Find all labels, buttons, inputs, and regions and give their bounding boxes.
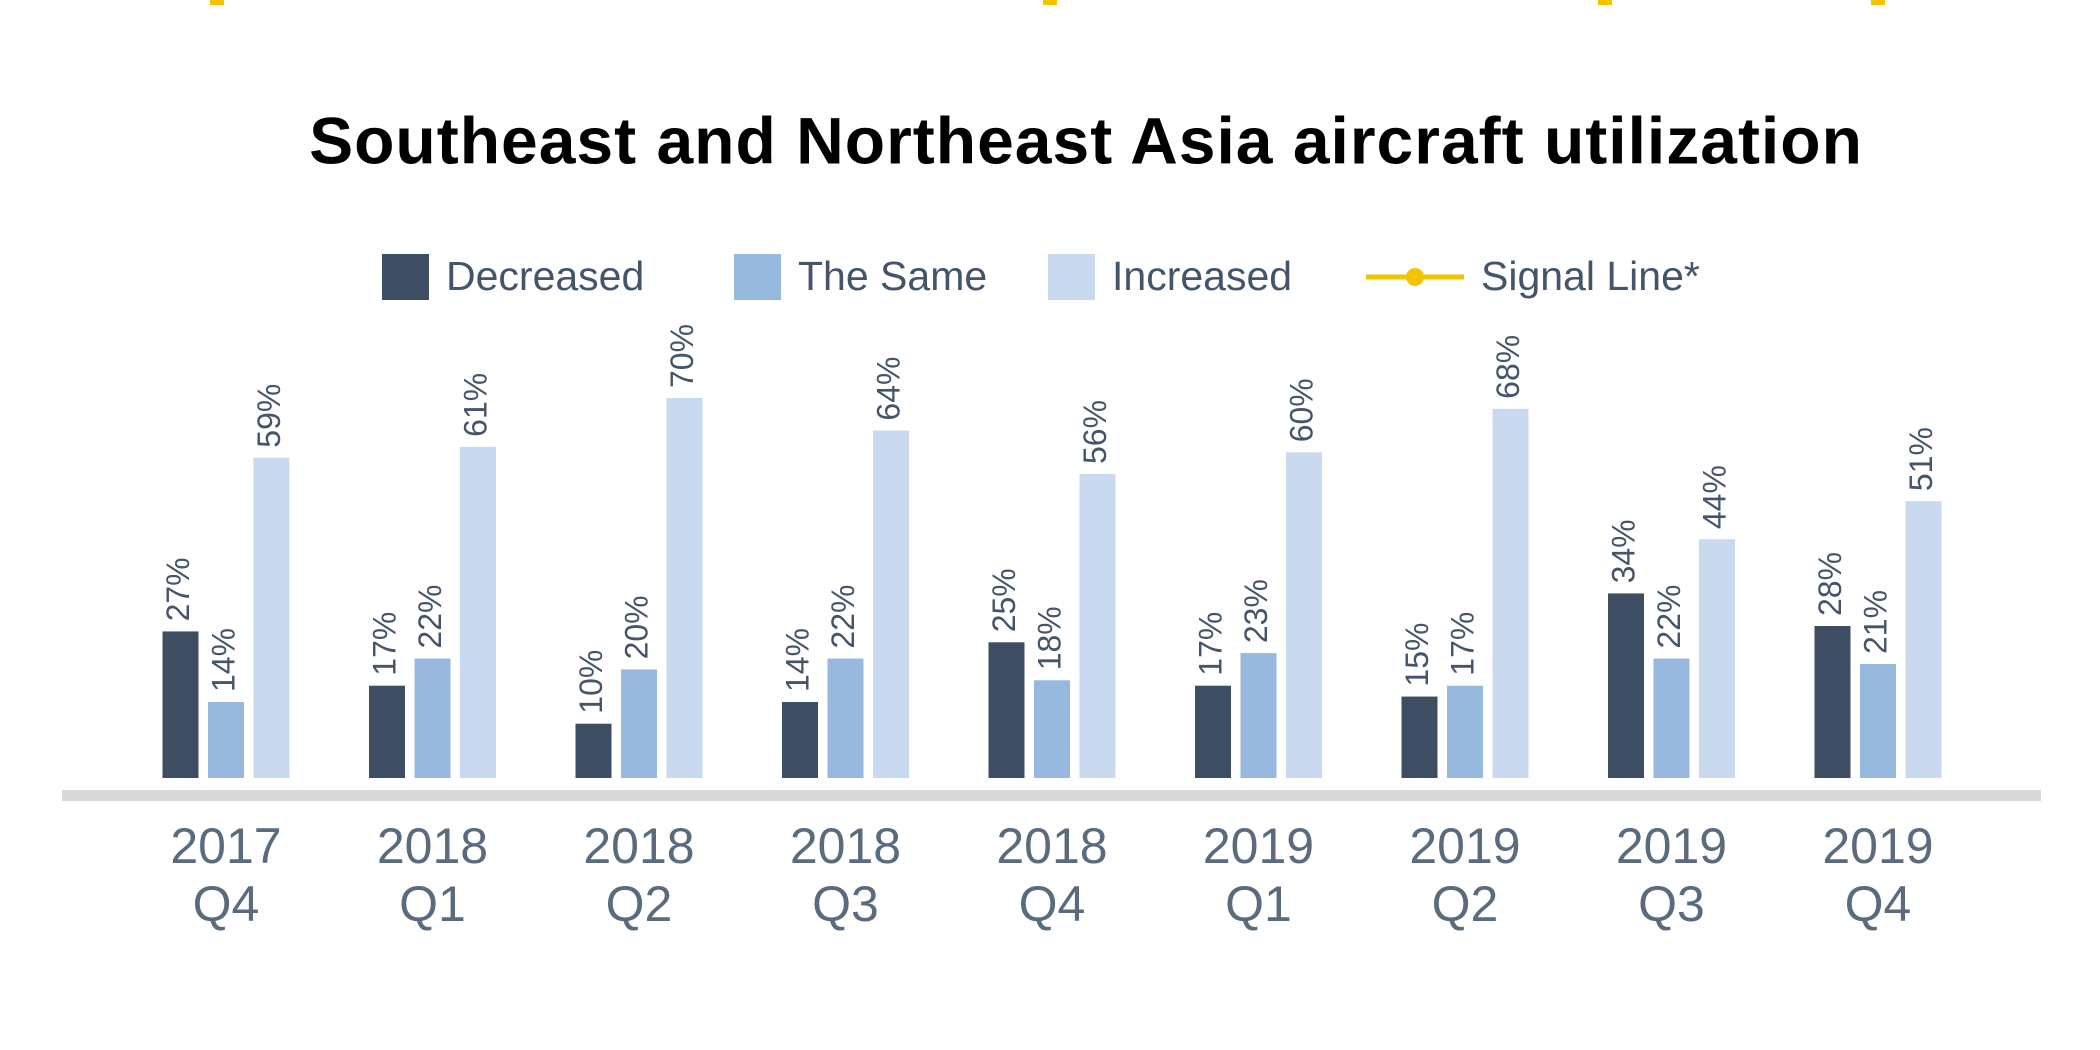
value-label: 25%: [986, 568, 1022, 632]
decor-mark: [1043, 0, 1057, 5]
decor-mark: [210, 0, 224, 5]
bar: [1195, 685, 1231, 778]
bar: [369, 685, 405, 778]
value-label: 22%: [825, 585, 861, 649]
x-tick-label: 2019 Q1: [1202, 818, 1315, 932]
value-label: 18%: [1031, 606, 1067, 670]
value-label: 22%: [412, 585, 448, 649]
x-tick-label: 2019 Q2: [1409, 818, 1521, 932]
bar: [460, 446, 496, 778]
bar: [1905, 501, 1942, 778]
x-tick-label: 2018 Q1: [376, 818, 489, 932]
bar: [414, 658, 451, 778]
value-label: 17%: [1192, 612, 1228, 676]
bar: [1447, 685, 1483, 778]
bar: [162, 631, 199, 778]
x-tick-label: 2018 Q2: [583, 818, 695, 932]
bar: [208, 702, 244, 778]
value-label: 15%: [1399, 623, 1435, 687]
value-label: 59%: [251, 384, 287, 448]
bar: [1079, 474, 1116, 778]
legend-label: Increased: [1112, 253, 1292, 299]
bar: [1286, 452, 1322, 778]
bar: [1034, 680, 1070, 778]
value-label: 51%: [1903, 427, 1939, 491]
chart-title: Southeast and Northeast Asia aircraft ut…: [309, 103, 1863, 177]
value-label: 17%: [1444, 612, 1480, 676]
value-label: 17%: [366, 612, 402, 676]
legend-swatch: [1048, 254, 1095, 300]
legend-swatch: [382, 254, 429, 300]
bar: [988, 642, 1025, 778]
bar: [873, 430, 909, 778]
x-tick-label: 2017 Q4: [170, 818, 282, 932]
value-label: 70%: [664, 324, 700, 388]
value-label: 61%: [457, 373, 493, 437]
bar: [575, 723, 612, 778]
bar: [666, 398, 703, 778]
x-tick-label: 2018 Q3: [789, 818, 902, 932]
bar: [1492, 408, 1529, 778]
value-label: 28%: [1812, 552, 1848, 616]
value-label: 23%: [1238, 579, 1274, 643]
value-label: 34%: [1605, 519, 1641, 583]
bar: [1608, 593, 1644, 778]
x-axis: [62, 790, 2041, 801]
value-label: 22%: [1651, 585, 1687, 649]
value-label: 44%: [1696, 465, 1732, 529]
x-tick-label: 2019 Q3: [1615, 818, 1728, 932]
bar: [1699, 539, 1735, 778]
x-tick-label: 2018 Q4: [996, 818, 1108, 932]
legend-label: The Same: [798, 253, 987, 299]
value-label: 27%: [160, 557, 196, 621]
decor-mark: [1598, 0, 1612, 5]
value-label: 21%: [1857, 590, 1893, 654]
bar: [827, 658, 864, 778]
value-label: 20%: [618, 595, 654, 659]
bar: [1814, 626, 1851, 778]
value-label: 10%: [573, 650, 609, 714]
x-tick-label: 2019 Q4: [1822, 818, 1934, 932]
legend-label: Signal Line*: [1481, 253, 1700, 299]
legend-dot: [1406, 268, 1424, 286]
legend-label: Decreased: [446, 253, 644, 299]
bar: [1860, 664, 1896, 778]
bar: [253, 457, 290, 778]
bar: [621, 669, 657, 778]
decor-mark: [1871, 0, 1885, 5]
value-label: 14%: [779, 628, 815, 692]
legend-swatch: [734, 254, 781, 300]
value-label: 60%: [1283, 378, 1319, 442]
bar: [1240, 653, 1277, 778]
value-label: 68%: [1490, 335, 1526, 399]
value-label: 64%: [870, 357, 906, 421]
value-label: 56%: [1077, 400, 1113, 464]
bar: [782, 702, 818, 778]
value-label: 14%: [205, 628, 241, 692]
bar: [1653, 658, 1690, 778]
bar: [1401, 696, 1438, 778]
